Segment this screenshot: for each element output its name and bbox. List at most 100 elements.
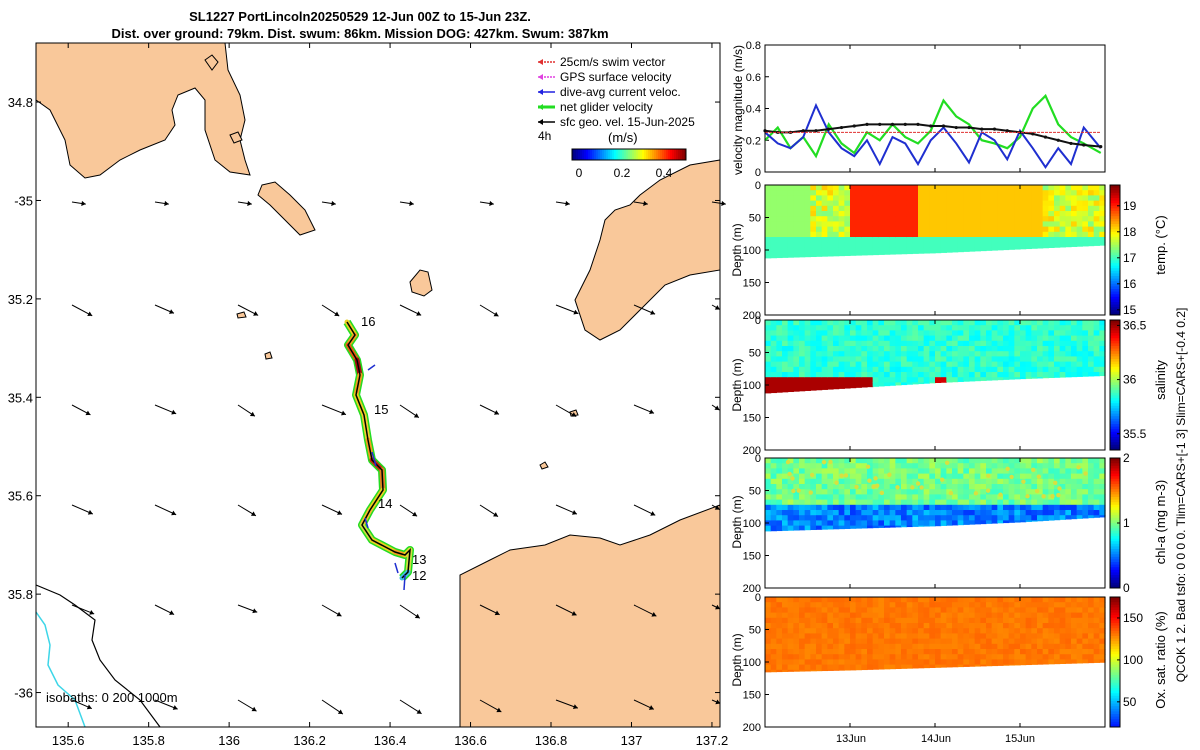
colorbar-cell [1110,458,1120,462]
heatmap-cell [980,463,987,469]
heatmap-cell [816,664,823,671]
heatmap-cell [867,458,874,464]
heatmap-cell [821,382,828,389]
heatmap-cell [787,617,794,624]
velocity-ytick-label: 0.4 [746,104,761,116]
small-island-3 [236,311,247,319]
heatmap-cell [884,226,891,233]
heatmap-cell [906,458,913,464]
heatmap-cell [1071,623,1078,629]
heatmap-cell [765,463,772,469]
heatmap-cell [770,387,777,394]
heatmap-cell [1031,649,1038,655]
heatmap-cell [969,489,976,495]
heatmap-cell [770,356,777,363]
heatmap-cell [918,351,925,357]
heatmap-cell [838,489,845,495]
heatmap-cell [884,247,891,254]
heatmap-cell [952,351,959,357]
heatmap-cell [1082,325,1089,331]
heatmap-cell [821,231,828,238]
heatmap-cell [1088,638,1095,645]
heatmap-cell [923,200,930,207]
heatmap-cell [935,607,942,614]
heatmap-cell [776,504,783,511]
heatmap-cell [816,515,823,521]
heatmap-cell [901,200,908,207]
heatmap-cell [1065,473,1072,480]
heatmap-cell [1020,351,1027,357]
heatmap-cell [804,216,811,222]
colorbar-cell [1110,510,1120,514]
colorbar-cell [1110,437,1120,441]
heatmap-cell [1059,623,1066,629]
colorbar-cell [682,149,685,160]
heatmap-cell [844,515,851,521]
colorbar-tick-label: 100 [1123,653,1143,667]
heatmap-cell [1093,216,1100,222]
heatmap-cell [1014,231,1021,238]
heatmap-cell [804,205,811,212]
heatmap-cell [861,628,868,634]
heatmap-cell [1088,654,1095,660]
heatmap-cell [827,190,834,196]
heatmap-cell [946,510,953,516]
heatmap-cell [844,597,851,603]
heatmap-cell [923,489,930,495]
heatmap-cell [776,612,783,619]
chla-high-point [875,483,880,488]
heatmap-cell [850,377,857,383]
heatmap-cell [810,361,817,368]
heatmap-cell [1042,654,1049,660]
heatmap-cell [940,602,947,608]
heatmap-cell [952,221,959,228]
heatmap-cell [1025,335,1032,342]
heatmap-cell [872,525,879,529]
heatmap-cell [844,242,851,248]
heatmap-cell [952,478,959,485]
heatmap-cell [816,351,823,357]
heatmap-cell [969,226,976,233]
heatmap-cell [918,211,925,217]
heatmap-cell [963,515,970,521]
colorbar-tick-label: 35.5 [1123,427,1147,441]
heatmap-cell [1037,499,1044,506]
heatmap-cell [918,520,925,527]
heatmap-cell [1042,205,1049,212]
heatmap-cell [827,515,834,521]
heatmap-cell [810,211,817,217]
heatmap-cell [1031,211,1038,217]
heatmap-cell [765,478,772,485]
heatmap-cell [1037,366,1044,373]
heatmap-cell [918,659,925,666]
heatmap-cell [799,351,806,357]
heatmap-cell [969,231,976,238]
heatmap-cell [765,510,772,516]
geo-velocity-point [1099,145,1103,149]
sfc-velocity-arrowhead [650,310,656,315]
heatmap-cell [974,231,981,238]
heatmap-cell [1020,638,1027,645]
heatmap-cell [1003,221,1010,228]
heatmap-cell [889,597,896,603]
heatmap-cell [952,211,959,217]
heatmap-cell [844,669,851,671]
heatmap-cell [816,346,823,352]
heatmap-cell [867,190,874,196]
heatmap-cell [929,458,936,464]
heatmap-cell [770,247,777,254]
heatmap-cell [793,387,800,392]
heatmap-cell [889,463,896,469]
heatmap-cell [1099,499,1106,506]
heatmap-cell [844,205,851,212]
heatmap-cell [1003,602,1010,608]
heatmap-cell [844,252,851,256]
heatmap-cell [1003,515,1010,521]
heatmap-cell [1037,617,1044,624]
heatmap-cell [1037,356,1044,363]
heatmap-cell [861,458,868,464]
heatmap-cell [946,504,953,511]
heatmap-cell [935,221,942,228]
heatmap-cell [1071,237,1078,243]
heatmap-cell [1042,247,1049,249]
